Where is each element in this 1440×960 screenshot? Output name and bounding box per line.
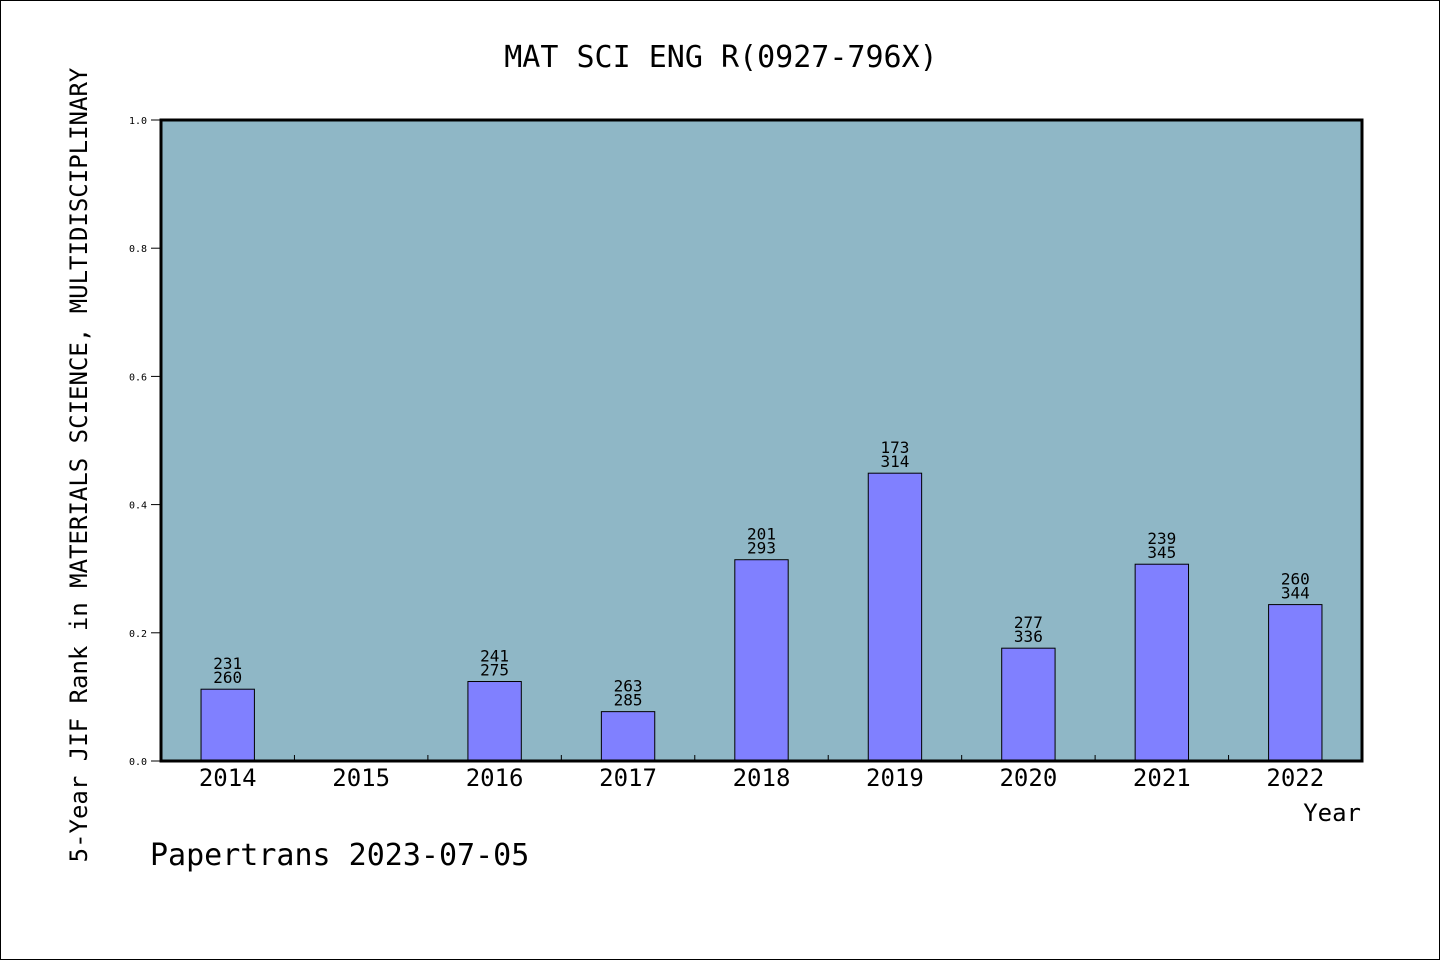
bar-rank-label: 277 [1014,613,1043,632]
bar-total-label: 275 [480,661,509,680]
bar-rank-label: 231 [213,654,242,673]
bar [200,688,255,762]
bar-total-label: 344 [1281,584,1310,603]
x-tick-label: 2020 [999,764,1057,792]
bar-total-label: 293 [747,539,776,558]
bar-labels-layer: 2312602412752632852012931733142773362393… [213,438,1309,709]
y-tick-label: 0.0 [129,757,147,768]
bar-total-label: 260 [213,668,242,687]
y-tick-label: 0.2 [129,629,147,640]
bar-total-label: 336 [1014,627,1043,646]
bar-rank-label: 201 [747,525,776,544]
plot-border [159,118,1364,763]
bar [1268,604,1323,762]
bar [867,472,923,762]
footer-text: Papertrans 2023-07-05 [150,838,529,873]
bar [467,681,522,762]
bar-rank-label: 173 [880,438,909,457]
bar [734,559,789,762]
x-tick-label: 2021 [1133,764,1191,792]
y-axis-label: 5-Year JIF Rank in MATERIALS SCIENCE, MU… [65,67,93,862]
x-tick-label: 2014 [199,764,257,792]
y-tick-label: 1.0 [129,116,147,127]
x-tick-label: 2016 [466,764,524,792]
bar [600,711,656,762]
x-tick-label: 2019 [866,764,924,792]
bar-total-label: 285 [614,691,643,710]
bar [1001,647,1056,762]
x-tick-label: 2015 [332,764,390,792]
y-axis-ticks: 0.0 0.2 0.4 0.6 0.8 1.0 [129,116,161,768]
bar [1134,563,1190,762]
x-tick-label: 2018 [733,764,791,792]
bars-layer [200,472,1323,762]
chart-title: MAT SCI ENG R(0927-796X) [504,40,937,75]
x-tick-label: 2017 [599,764,657,792]
y-tick-label: 0.4 [129,501,147,512]
bar-rank-label: 239 [1147,529,1176,548]
bar-rank-label: 241 [480,647,509,666]
y-tick-label: 0.6 [129,372,147,383]
x-axis-ticks: 2014 2015 2016 2017 2018 2019 2020 2021 2022 [199,755,1324,792]
bar-rank-label: 260 [1281,570,1310,589]
x-axis-label: Year [1303,799,1361,827]
x-tick-label: 2022 [1266,764,1324,792]
bar-total-label: 314 [880,452,909,471]
bar-rank-label: 263 [614,677,643,696]
y-tick-label: 0.8 [129,244,147,255]
bar-total-label: 345 [1147,543,1176,562]
